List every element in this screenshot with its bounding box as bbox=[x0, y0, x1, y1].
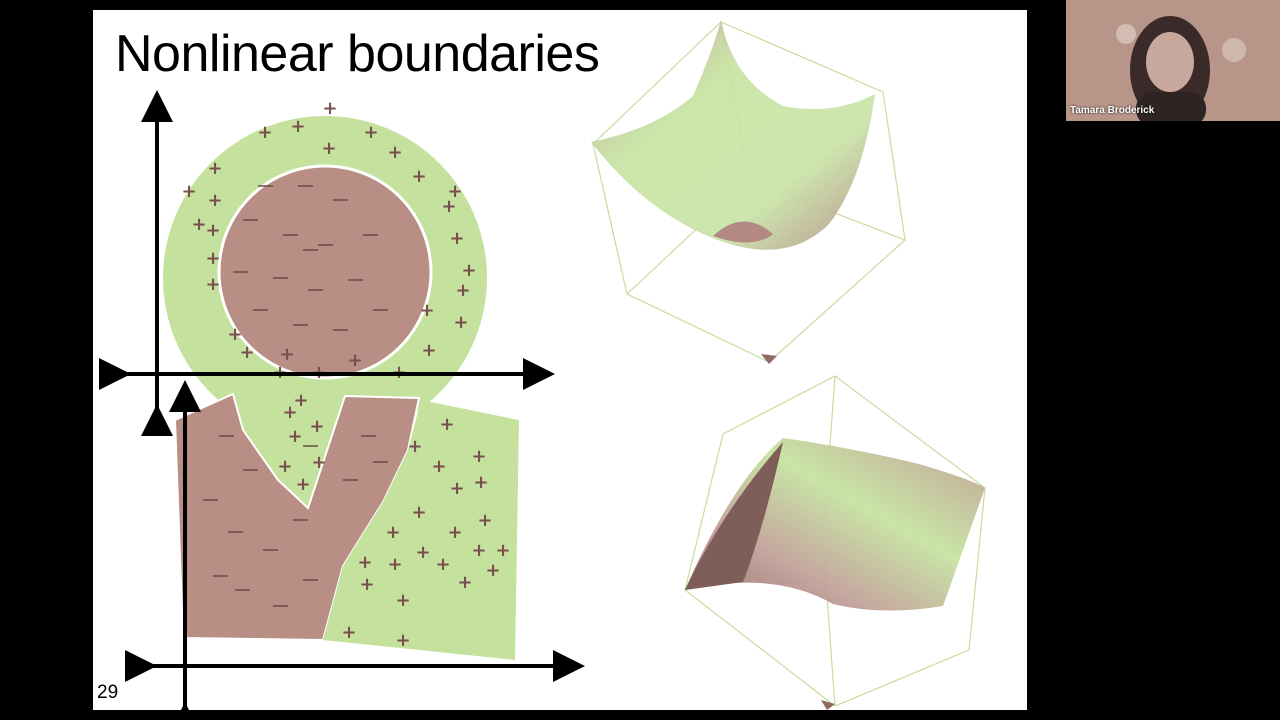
svg-text:+: + bbox=[431, 456, 446, 477]
surface-plot-top bbox=[591, 20, 905, 364]
svg-text:+: + bbox=[205, 220, 220, 241]
svg-text:+: + bbox=[322, 98, 337, 119]
svg-text:+: + bbox=[395, 590, 410, 611]
svg-text:+: + bbox=[477, 510, 492, 531]
svg-text:+: + bbox=[471, 540, 486, 561]
svg-text:+: + bbox=[359, 574, 374, 595]
svg-text:+: + bbox=[287, 426, 302, 447]
svg-text:+: + bbox=[449, 228, 464, 249]
svg-text:+: + bbox=[485, 560, 500, 581]
svg-text:+: + bbox=[435, 554, 450, 575]
svg-text:+: + bbox=[447, 522, 462, 543]
svg-text:+: + bbox=[207, 158, 222, 179]
svg-text:+: + bbox=[309, 416, 324, 437]
slide: + + + + + + + + + + + + + + + + + + + + + + + + + + + + + bbox=[93, 10, 1027, 710]
svg-text:+: + bbox=[407, 436, 422, 457]
surface-corner-bottom bbox=[821, 700, 835, 710]
svg-text:+: + bbox=[457, 572, 472, 593]
svg-text:+: + bbox=[205, 274, 220, 295]
participant-video-feed bbox=[1066, 0, 1280, 121]
svg-text:+: + bbox=[453, 312, 468, 333]
svg-text:+: + bbox=[385, 522, 400, 543]
svg-text:+: + bbox=[321, 138, 336, 159]
svg-text:+: + bbox=[473, 472, 488, 493]
svg-text:+: + bbox=[471, 446, 486, 467]
svg-text:+: + bbox=[341, 622, 356, 643]
svg-text:+: + bbox=[181, 181, 196, 202]
svg-text:+: + bbox=[239, 342, 254, 363]
slide-page-number: 29 bbox=[97, 682, 118, 704]
svg-text:+: + bbox=[282, 402, 297, 423]
svg-text:+: + bbox=[439, 414, 454, 435]
svg-text:+: + bbox=[441, 196, 456, 217]
svg-text:+: + bbox=[311, 452, 326, 473]
svg-text:+: + bbox=[411, 502, 426, 523]
paraboloid-surface-top bbox=[591, 20, 875, 250]
svg-text:+: + bbox=[421, 340, 436, 361]
svg-text:+: + bbox=[347, 350, 362, 371]
slide-title: Nonlinear boundaries bbox=[115, 24, 599, 84]
svg-text:+: + bbox=[295, 474, 310, 495]
piecewise-boundary-plot: +++ ++ + +++ +++ ++ + + ++ + ++ + ++ +++ + + bbox=[149, 388, 577, 710]
svg-text:+: + bbox=[411, 166, 426, 187]
svg-text:+: + bbox=[257, 122, 272, 143]
surface-plot-bottom bbox=[685, 376, 985, 710]
svg-text:+: + bbox=[415, 542, 430, 563]
svg-text:+: + bbox=[419, 300, 434, 321]
svg-text:+: + bbox=[387, 142, 402, 163]
svg-text:+: + bbox=[495, 540, 510, 561]
svg-text:+: + bbox=[290, 116, 305, 137]
svg-text:+: + bbox=[205, 248, 220, 269]
svg-text:+: + bbox=[395, 630, 410, 651]
svg-text:+: + bbox=[461, 260, 476, 281]
svg-text:+: + bbox=[455, 280, 470, 301]
svg-text:+: + bbox=[191, 214, 206, 235]
svg-text:+: + bbox=[357, 552, 372, 573]
svg-text:+: + bbox=[363, 122, 378, 143]
participant-video-tile[interactable]: Tamara Broderick bbox=[1066, 0, 1280, 121]
svg-text:+: + bbox=[449, 478, 464, 499]
slide-figures: +++ +++ + ++ ++ + ++ + +++ +++ ++ + + + + ++ bbox=[93, 10, 1027, 710]
participant-name-label: Tamara Broderick bbox=[1070, 105, 1154, 116]
svg-text:+: + bbox=[387, 554, 402, 575]
svg-text:+: + bbox=[207, 190, 222, 211]
svg-text:+: + bbox=[277, 456, 292, 477]
